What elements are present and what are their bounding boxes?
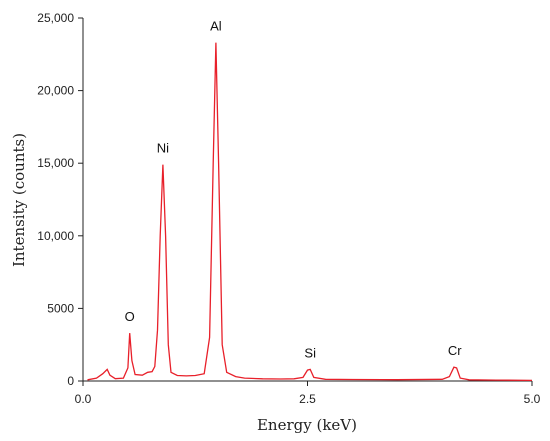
x-axis-title: Energy (keV) — [257, 416, 357, 434]
y-axis-ticks: 0 5000 10,000 15,000 20,000 25,000 — [37, 11, 83, 388]
y-tick-label: 5000 — [47, 301, 74, 315]
y-tick-label: 0 — [67, 374, 74, 388]
x-tick-label: 5.0 — [524, 392, 541, 406]
x-axis-ticks: 0.0 2.5 5.0 — [75, 381, 541, 406]
y-tick-label: 20,000 — [37, 84, 74, 98]
x-tick-label: 2.5 — [299, 392, 316, 406]
peak-label-al: Al — [210, 19, 222, 34]
spectrum-series-line — [87, 42, 533, 382]
peak-label-cr: Cr — [448, 343, 462, 358]
y-tick-label: 25,000 — [37, 11, 74, 25]
y-axis-title: Intensity (counts) — [10, 133, 28, 267]
y-tick-label: 15,000 — [37, 156, 74, 170]
peak-label-si: Si — [304, 345, 316, 360]
peak-label-ni: Ni — [157, 141, 169, 156]
x-tick-label: 0.0 — [75, 392, 92, 406]
peak-label-o: O — [125, 309, 135, 324]
peak-annotations: O Ni Al Si Cr — [125, 19, 463, 361]
y-tick-label: 10,000 — [37, 229, 74, 243]
